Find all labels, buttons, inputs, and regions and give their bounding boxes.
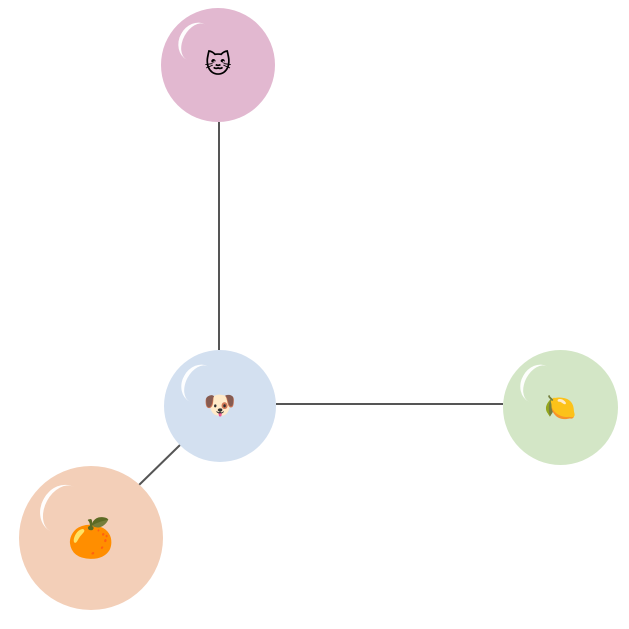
lemon-icon: 🍋 [544,392,577,423]
edge-dog-orange [138,444,181,486]
node-cat[interactable]: 🐱 [161,8,275,122]
node-dog[interactable]: 🐶 [164,350,276,462]
orange-icon: 🍊 [67,516,115,560]
node-orange[interactable]: 🍊 [19,466,163,610]
cat-face-icon: 🐱 [204,50,232,80]
dog-face-icon: 🐶 [203,391,237,421]
node-lemon[interactable]: 🍋 [503,350,618,465]
